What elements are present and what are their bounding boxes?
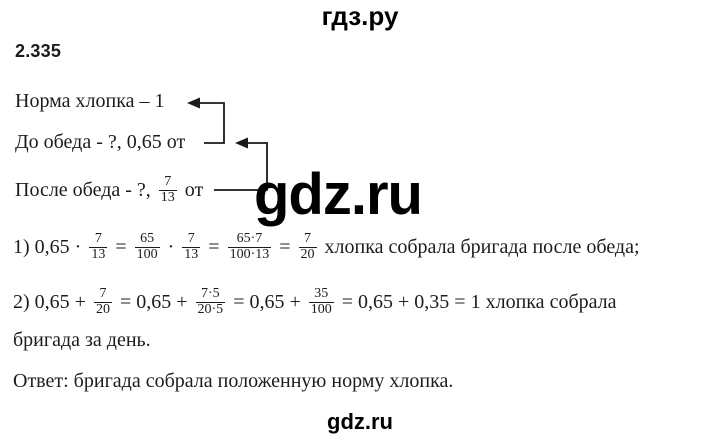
fraction: 7 13 [182, 230, 201, 262]
given-before-lunch-line: До обеда - ?, 0,65 от [15, 131, 186, 153]
equation-text: от [179, 178, 209, 201]
arrow-before-lunch-to-norm [187, 97, 225, 144]
solution-step-2-equation: 2) 0,65 + 7 20 = 0,65 + 7·5 20·5 = 0,65 + … [13, 282, 617, 322]
equation-text: 1) 0,65 · [13, 235, 87, 258]
solution-step-1-equation: 1) 0,65 · 7 13 = 65 100 · 7 13 = 65·7 100·13… [13, 227, 640, 267]
fraction: 65·7 100·13 [227, 230, 272, 262]
problem-number: 2.335 [15, 41, 62, 61]
fraction-numerator: 65·7 [236, 230, 263, 246]
fraction: 7 20 [298, 230, 317, 262]
equation-text: = [274, 235, 296, 258]
fraction-numerator: 7·5 [201, 285, 220, 301]
fraction-denominator: 20 [93, 301, 112, 317]
equation-text: После обеда - ?, [15, 178, 156, 201]
equation-text: = 0,65 + [228, 290, 306, 313]
fraction: 35 100 [308, 285, 334, 317]
fraction-denominator: 100·13 [227, 246, 272, 262]
given-norm-line: Норма хлопка – 1 [15, 90, 165, 112]
fraction: 7 13 [89, 230, 108, 262]
equation-text: = 0,65 + [114, 290, 193, 313]
fraction-numerator: 7 [94, 230, 102, 246]
equation-text: хлопка собрала бригада после обеда; [319, 235, 640, 258]
site-brand-header: гдз.ру [321, 1, 399, 31]
given-after-lunch-line: После обеда - ?, 7 13 от [15, 171, 208, 209]
fraction-numerator: 7 [164, 173, 172, 189]
fraction-denominator: 13 [182, 246, 201, 262]
fraction-denominator: 20·5 [195, 301, 226, 317]
fraction-numerator: 7 [99, 285, 107, 301]
fraction-denominator: 100 [308, 301, 334, 317]
equation-text: = [203, 235, 225, 258]
fraction: 7·5 20·5 [195, 285, 226, 317]
site-brand-footer: gdz.ru [327, 409, 393, 434]
equation-text: = 0,65 + 0,35 = 1 хлопка собрала [336, 290, 617, 313]
fraction-denominator: 100 [134, 246, 160, 262]
fraction-numerator: 65 [140, 230, 155, 246]
fraction: 7 13 [158, 173, 177, 205]
fraction-denominator: 13 [89, 246, 108, 262]
fraction-denominator: 20 [298, 246, 317, 262]
fraction-numerator: 35 [314, 285, 329, 301]
fraction-numerator: 7 [187, 230, 195, 246]
equation-text: · [162, 235, 180, 258]
fraction: 65 100 [134, 230, 160, 262]
fraction-numerator: 7 [304, 230, 312, 246]
equation-text: 2) 0,65 + [13, 290, 91, 313]
equation-text: = [110, 235, 132, 258]
watermark-center: gdz.ru [254, 162, 423, 227]
answer-line: Ответ: бригада собрала положенную норму … [13, 370, 454, 392]
fraction: 7 20 [93, 285, 112, 317]
solution-step-2-continuation: бригада за день. [13, 329, 151, 351]
fraction-denominator: 13 [158, 189, 177, 205]
